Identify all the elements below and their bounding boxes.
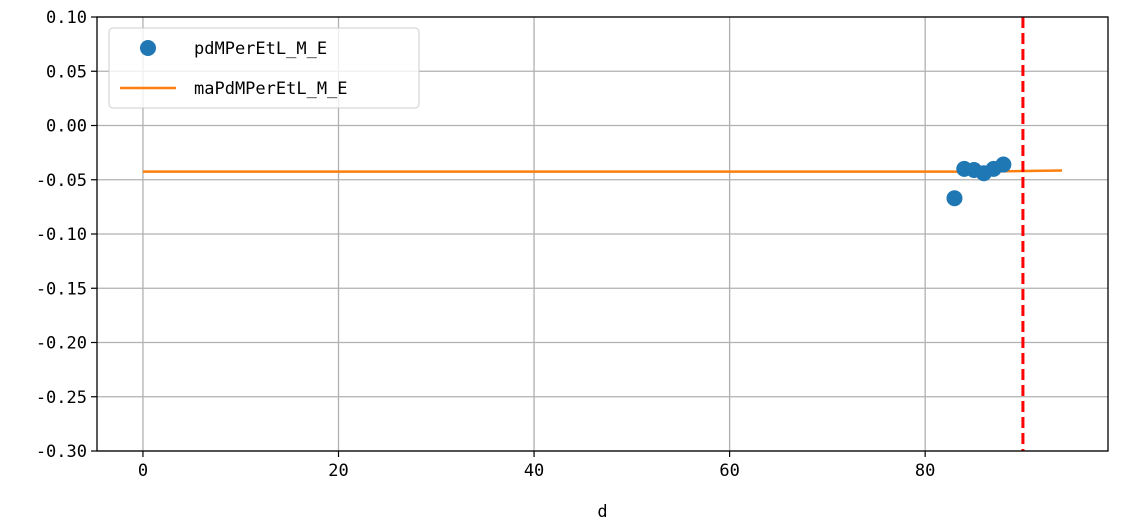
scatter-point bbox=[995, 156, 1012, 173]
x-tick-label: 80 bbox=[915, 461, 935, 481]
x-tick-label: 60 bbox=[719, 461, 739, 481]
x-tick-label: 0 bbox=[138, 461, 148, 481]
series-layer bbox=[142, 156, 1063, 207]
legend-label-line: maPdMPerEtL_M_E bbox=[194, 79, 348, 99]
y-tick-label: 0.10 bbox=[46, 8, 87, 28]
y-tick-label: -0.10 bbox=[36, 225, 87, 245]
legend-marker-scatter bbox=[140, 40, 156, 56]
y-tick-label: -0.15 bbox=[36, 279, 87, 299]
legend-box bbox=[108, 27, 420, 109]
x-tick-label: 20 bbox=[328, 461, 348, 481]
legend-label-scatter: pdMPerEtL_M_E bbox=[194, 39, 327, 59]
y-tick-label: 0.00 bbox=[46, 117, 87, 137]
series-line bbox=[142, 169, 1063, 173]
y-tick-label: 0.05 bbox=[46, 62, 87, 82]
y-tick-label: -0.20 bbox=[36, 334, 87, 354]
x-axis-label: d bbox=[597, 502, 607, 522]
y-tick-label: -0.05 bbox=[36, 171, 87, 191]
legend: pdMPerEtL_M_E maPdMPerEtL_M_E bbox=[108, 27, 420, 109]
axis-ticks: 0 20 40 60 80 0.10 0.05 0.00 -0.05 -0.10 -0.15 -0.2… bbox=[36, 8, 936, 481]
x-tick-label: 40 bbox=[524, 461, 544, 481]
y-tick-label: -0.25 bbox=[36, 388, 87, 408]
scatter-point bbox=[946, 190, 963, 207]
y-tick-label: -0.30 bbox=[36, 442, 87, 462]
